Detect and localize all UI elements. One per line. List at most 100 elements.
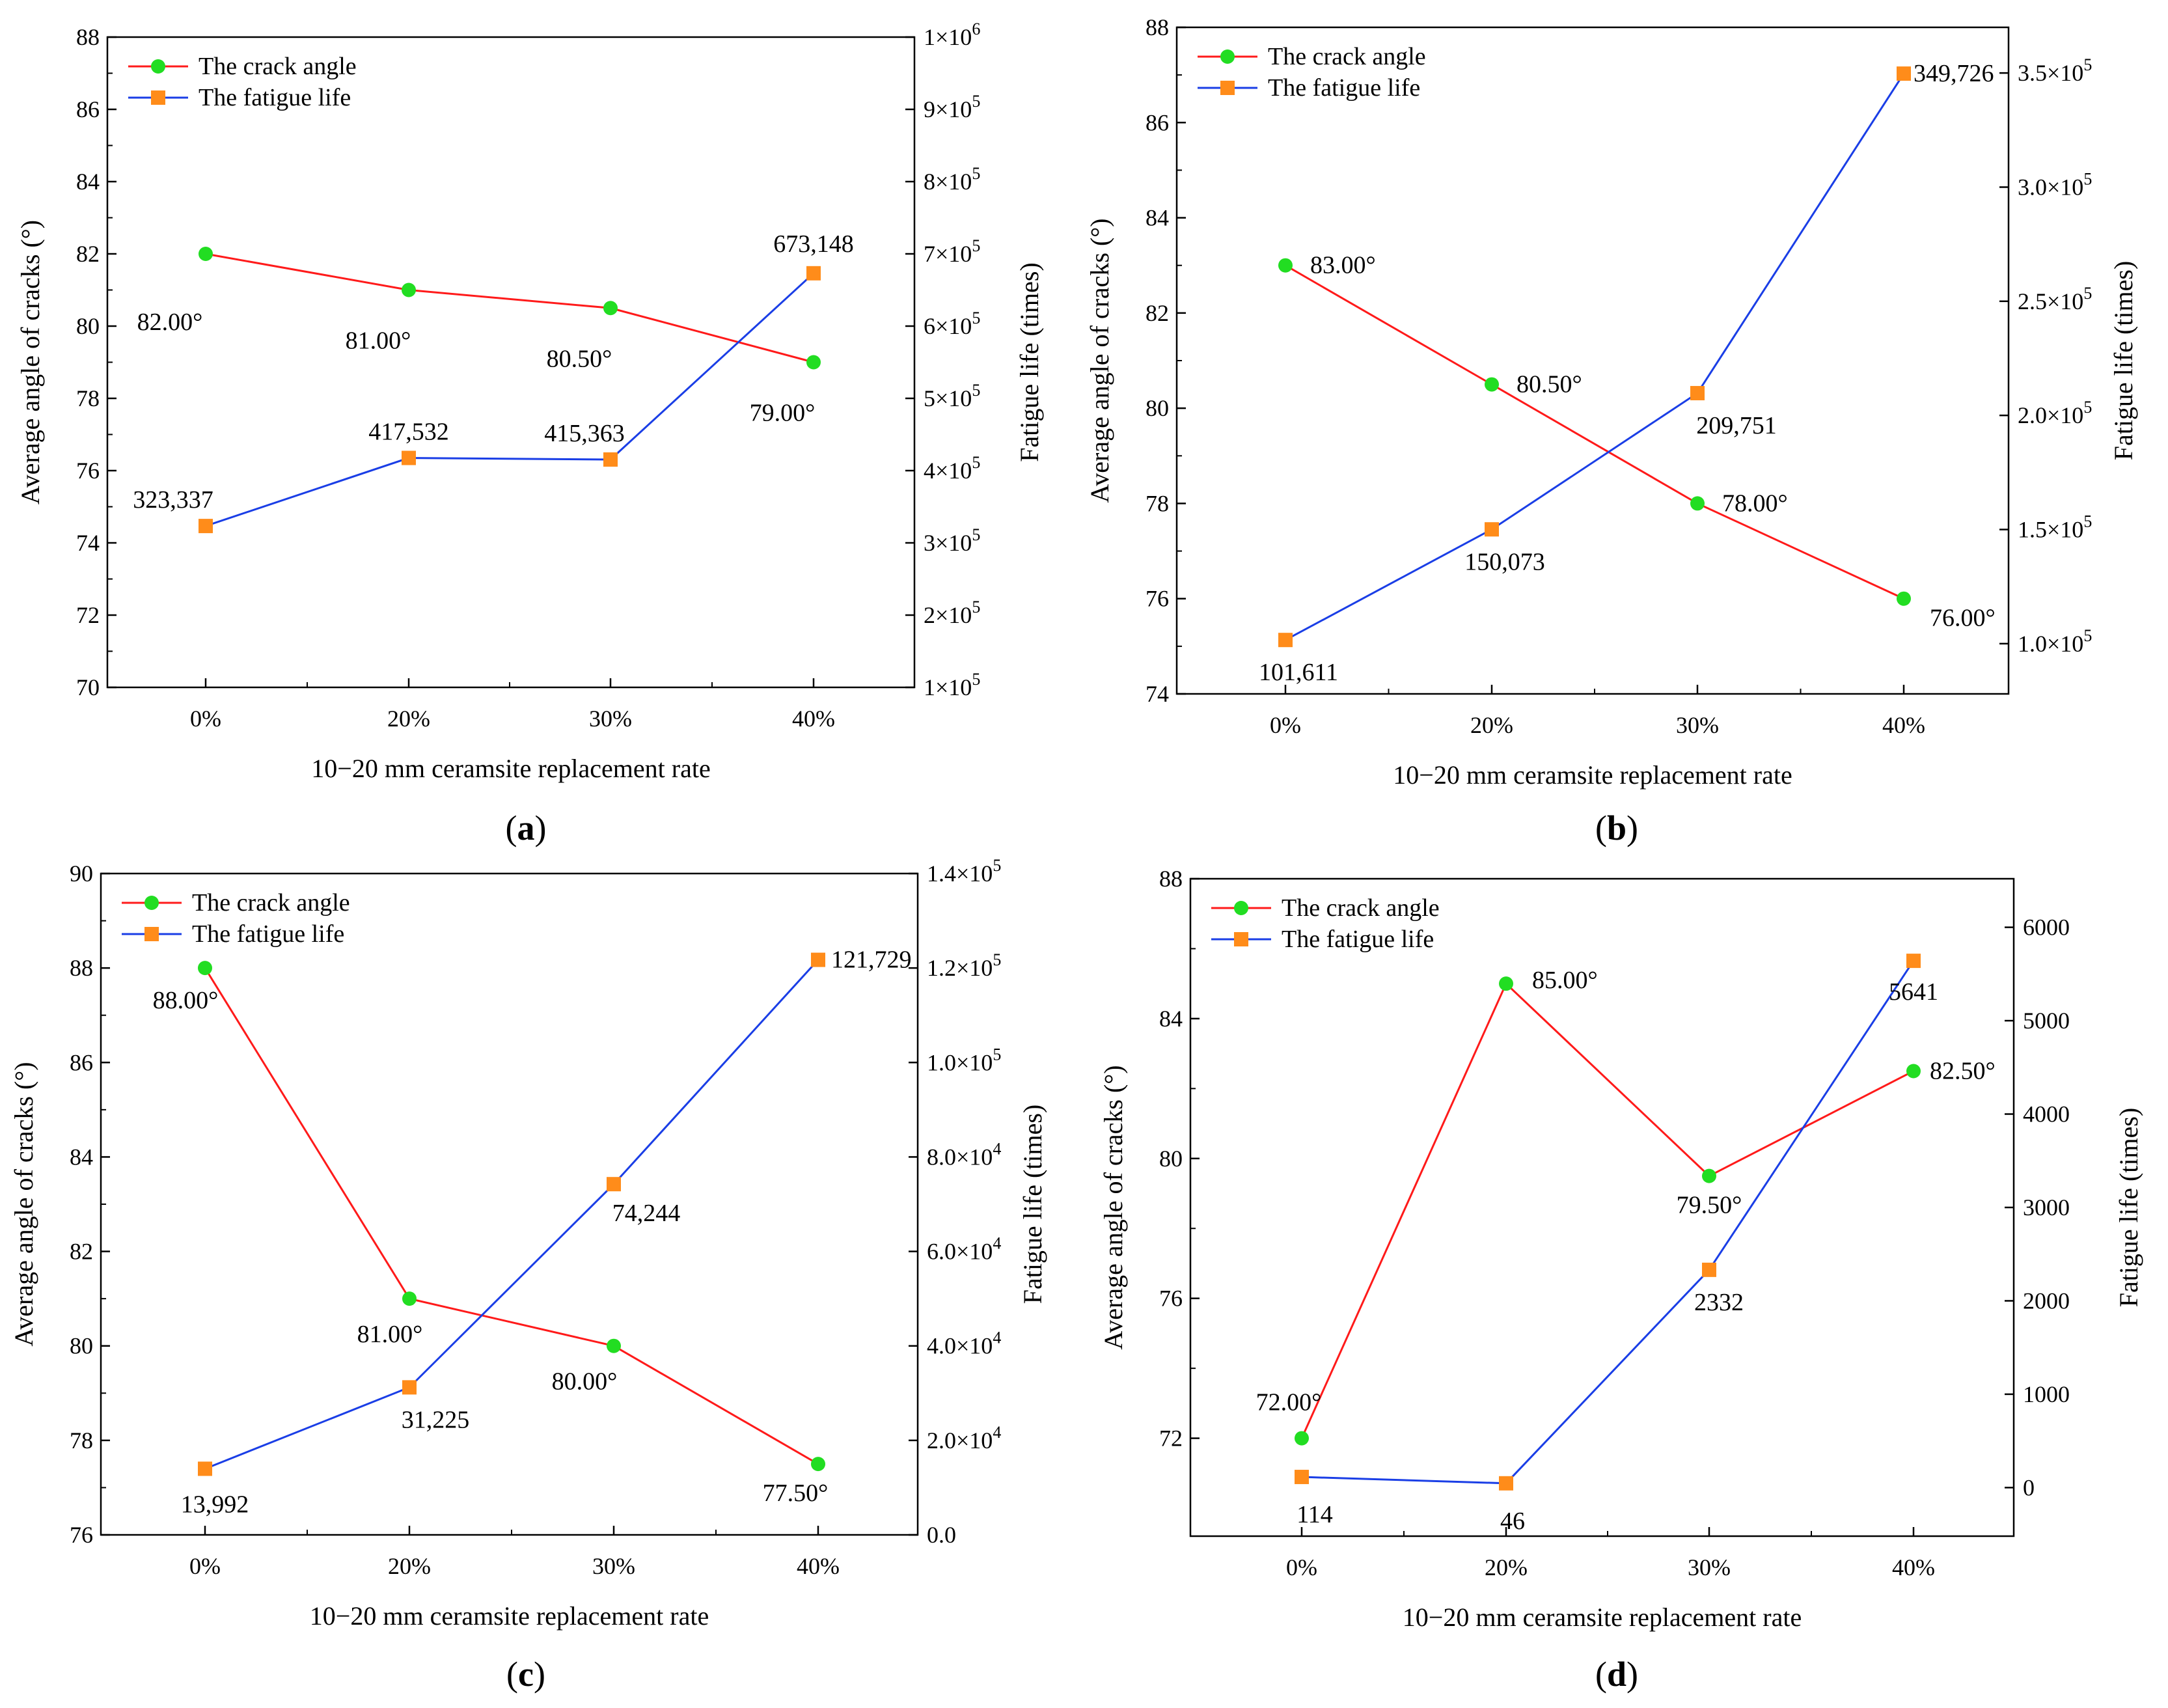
y2-tick-label: 6.0×104	[927, 1234, 1001, 1265]
fatigue-life-series: 323,337 417,532 415,363 673,148	[133, 230, 854, 534]
fatigue-life-point	[811, 952, 825, 967]
legend-fatigue-life-marker	[151, 90, 165, 105]
legend-crack-angle-marker	[151, 59, 165, 74]
y2-tick-label: 5×105	[924, 381, 980, 411]
fatigue-life-point	[1702, 1262, 1716, 1277]
fatigue-life-point	[402, 450, 416, 465]
fatigue-life-line	[205, 272, 815, 527]
fatigue-life-point	[1690, 385, 1705, 400]
y-tick-label: 86	[76, 96, 100, 122]
fatigue-life-point	[806, 266, 821, 281]
legend: The crack angle The fatigue life	[122, 889, 350, 948]
crack-angle-point	[1485, 377, 1499, 392]
y-tick-label: 80	[76, 313, 100, 339]
y2-tick-label: 2.0×104	[927, 1423, 1001, 1453]
legend-label: The crack angle	[1268, 43, 1426, 70]
crack-angle-point	[199, 247, 213, 261]
fatigue-life-data-label: 101,611	[1259, 659, 1338, 686]
fatigue-life-data-label: 13,992	[181, 1491, 249, 1518]
fatigue-life-series: 114 46 2332 5641	[1295, 954, 1938, 1535]
fatigue-life-data-label: 415,363	[544, 420, 625, 447]
y-tick-label: 76	[1146, 586, 1169, 612]
crack-angle-point	[402, 282, 416, 297]
y-tick-label: 72	[76, 602, 100, 628]
y2-axis-label: Fatigue life (times)	[2114, 1108, 2143, 1308]
fatigue-life-data-label: 5641	[1889, 978, 1938, 1006]
fatigue-life-data-label: 2332	[1694, 1289, 1744, 1316]
fatigue-life-data-label: 74,244	[612, 1200, 681, 1227]
fatigue-life-data-label: 349,726	[1914, 60, 1994, 87]
crack-angle-point	[198, 961, 212, 976]
x-tick-label: 40%	[1892, 1554, 1935, 1580]
y2-tick-label: 9×105	[924, 92, 980, 122]
legend-fatigue-life-marker	[1220, 81, 1235, 95]
fatigue-life-point	[402, 1380, 417, 1395]
x-tick-label: 20%	[388, 1553, 431, 1579]
crack-angle-point	[1906, 1064, 1921, 1079]
left-axis: 72 76 80 84 88	[1159, 866, 1200, 1452]
y2-tick-label: 3×105	[924, 525, 980, 556]
fatigue-life-data-label: 114	[1297, 1501, 1333, 1528]
right-axis: 0 1000 2000 3000 4000 5000 6000	[2005, 915, 2070, 1500]
crack-angle-point	[1897, 591, 1911, 606]
y2-tick-label: 2.0×105	[2018, 398, 2092, 428]
x-axis: 0% 20% 30% 40%	[189, 1526, 840, 1579]
y-axis-label: Average angle of cracks (°)	[1099, 1065, 1128, 1349]
y2-tick-label: 1×106	[924, 20, 980, 50]
y2-tick-label: 1.0×105	[927, 1045, 1001, 1075]
y-tick-label: 84	[76, 169, 100, 195]
panel-caption: (b)	[1595, 808, 1638, 847]
fatigue-life-point	[1485, 522, 1499, 537]
crack-angle-data-label: 81.00°	[346, 327, 411, 355]
x-tick-label: 30%	[1676, 712, 1719, 738]
y-tick-label: 74	[76, 530, 100, 556]
crack-angle-data-label: 82.00°	[137, 309, 203, 336]
legend-label: The crack angle	[199, 53, 357, 80]
legend-fatigue-life-marker	[144, 927, 159, 941]
crack-angle-data-label: 79.50°	[1677, 1192, 1742, 1219]
crack-angle-line	[1285, 264, 1904, 600]
x-tick-label: 40%	[1882, 712, 1925, 738]
crack-angle-point	[811, 1457, 825, 1472]
fatigue-life-series: 101,611 150,073 209,751 349,726	[1259, 60, 1994, 686]
y2-tick-label: 4×105	[924, 453, 980, 484]
y-axis-label: Average angle of cracks (°)	[1085, 218, 1114, 503]
crack-angle-point	[402, 1291, 417, 1306]
y2-axis-label: Fatigue life (times)	[2109, 261, 2138, 461]
y-tick-label: 74	[1146, 681, 1169, 707]
chart-panel-a: 70 72 74 76 78 80 82 84 86 88 1×105 2×105 3×105 4×105…	[16, 20, 1044, 847]
legend-label: The fatigue life	[192, 920, 344, 948]
legend-crack-angle-marker	[1234, 901, 1248, 915]
crack-angle-series: 72.00° 85.00° 79.50° 82.50°	[1256, 967, 1996, 1446]
crack-angle-series: 82.00° 81.00° 80.50° 79.00°	[137, 247, 821, 427]
crack-angle-data-label: 88.00°	[153, 987, 219, 1014]
crack-angle-point	[1278, 258, 1293, 273]
y2-tick-label: 4.0×104	[927, 1329, 1001, 1359]
chart-panel-d: 72 76 80 84 88 0 1000 2000 3000 4000 5000 6000 0% 20%…	[1099, 866, 2143, 1694]
y2-tick-label: 1×105	[924, 670, 980, 700]
fatigue-life-point	[1906, 954, 1921, 969]
y-tick-label: 84	[70, 1144, 93, 1170]
legend-label: The crack angle	[192, 889, 350, 916]
y-tick-label: 82	[70, 1239, 93, 1265]
y2-tick-label: 1.4×105	[927, 856, 1001, 887]
y2-tick-label: 1.0×105	[2018, 626, 2092, 657]
x-tick-label: 30%	[592, 1553, 635, 1579]
left-axis: 74 76 78 80 82 84 86 88	[1146, 14, 1186, 707]
crack-angle-point	[1702, 1168, 1716, 1183]
fatigue-life-data-label: 31,225	[402, 1406, 470, 1433]
y-tick-label: 78	[1146, 490, 1169, 516]
x-tick-label: 0%	[190, 706, 221, 732]
crack-angle-data-label: 80.00°	[552, 1368, 618, 1396]
panel-caption: (a)	[506, 808, 547, 847]
crack-angle-point	[603, 301, 618, 316]
y-axis-label: Average angle of cracks (°)	[16, 220, 45, 504]
y2-tick-label: 3.0×105	[2018, 169, 2092, 200]
legend-label: The crack angle	[1282, 894, 1440, 922]
crack-angle-series: 88.00° 81.00° 80.00° 77.50°	[153, 961, 828, 1507]
fatigue-life-line	[1301, 960, 1915, 1485]
left-axis: 70 72 74 76 78 80 82 84 86 88	[76, 24, 117, 700]
crack-angle-point	[806, 355, 821, 370]
fatigue-life-point	[198, 1461, 212, 1476]
legend: The crack angle The fatigue life	[128, 53, 357, 111]
